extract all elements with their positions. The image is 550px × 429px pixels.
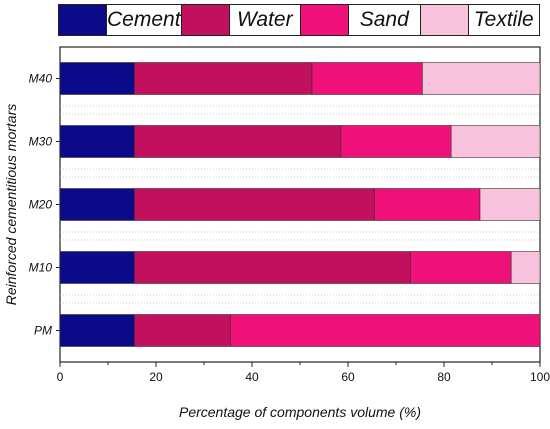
- bar-m10-sand: [410, 251, 512, 284]
- bar-m10-cement: [59, 251, 135, 284]
- bar-m30-sand: [340, 125, 452, 158]
- category-label: PM: [34, 324, 52, 338]
- bar-m20-cement: [59, 188, 135, 221]
- y-axis-title: Reinforced cementitious mortars: [3, 104, 19, 306]
- bar-m10-water: [134, 251, 411, 284]
- category-label: M30: [29, 135, 53, 149]
- bar-m10-textile: [510, 251, 541, 284]
- legend-label: Cement: [107, 8, 181, 31]
- x-tick-label: 100: [530, 370, 550, 384]
- bar-m40-sand: [311, 62, 423, 95]
- bar-m30-water: [134, 125, 342, 158]
- bar-m30-cement: [59, 125, 135, 158]
- legend-swatch: [181, 5, 230, 35]
- bar-m30-textile: [450, 125, 541, 158]
- x-tick-label: 80: [437, 370, 451, 384]
- bar-m20-sand: [374, 188, 481, 221]
- category-label: M20: [29, 198, 53, 212]
- x-tick-label: 20: [149, 370, 163, 384]
- bar-m20-textile: [479, 188, 541, 221]
- legend-swatch: [59, 5, 107, 35]
- x-tick-label: 60: [341, 370, 355, 384]
- legend-swatch: [420, 5, 469, 35]
- legend-swatch: [301, 5, 350, 35]
- x-tick-label: 40: [245, 370, 259, 384]
- legend-label: Textile: [473, 8, 534, 31]
- x-axis-title: Percentage of components volume (%): [179, 404, 421, 420]
- legend-label: Water: [236, 8, 293, 31]
- bar-m40-cement: [59, 62, 135, 95]
- bar-m40-textile: [422, 62, 541, 95]
- legend-item-textile: Textile: [420, 5, 539, 35]
- legend: Cement Water Sand Textile: [58, 4, 540, 36]
- bar-pm-cement: [59, 314, 135, 347]
- category-label: M40: [29, 72, 53, 86]
- legend-item-sand: Sand: [301, 5, 421, 35]
- bar-m40-water: [134, 62, 313, 95]
- x-tick-label: 0: [57, 370, 64, 384]
- legend-item-water: Water: [181, 5, 302, 35]
- legend-label: Sand: [359, 8, 409, 31]
- bar-pm-sand: [230, 314, 541, 347]
- legend-item-cement: Cement: [59, 5, 182, 35]
- category-label: M10: [29, 261, 53, 275]
- bar-pm-water: [134, 314, 231, 347]
- bar-m20-water: [134, 188, 375, 221]
